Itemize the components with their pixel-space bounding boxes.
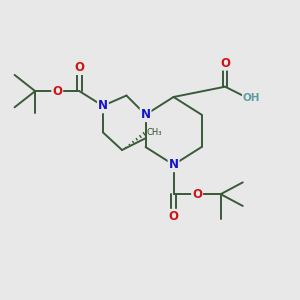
Text: N: N: [169, 158, 178, 171]
Text: N: N: [141, 108, 151, 121]
Text: O: O: [52, 85, 62, 98]
Text: CH₃: CH₃: [146, 128, 162, 137]
Text: O: O: [192, 188, 202, 201]
Text: OH: OH: [243, 94, 260, 103]
Text: O: O: [169, 210, 178, 223]
Text: O: O: [220, 57, 230, 70]
Text: O: O: [74, 61, 84, 74]
Text: N: N: [98, 99, 108, 112]
